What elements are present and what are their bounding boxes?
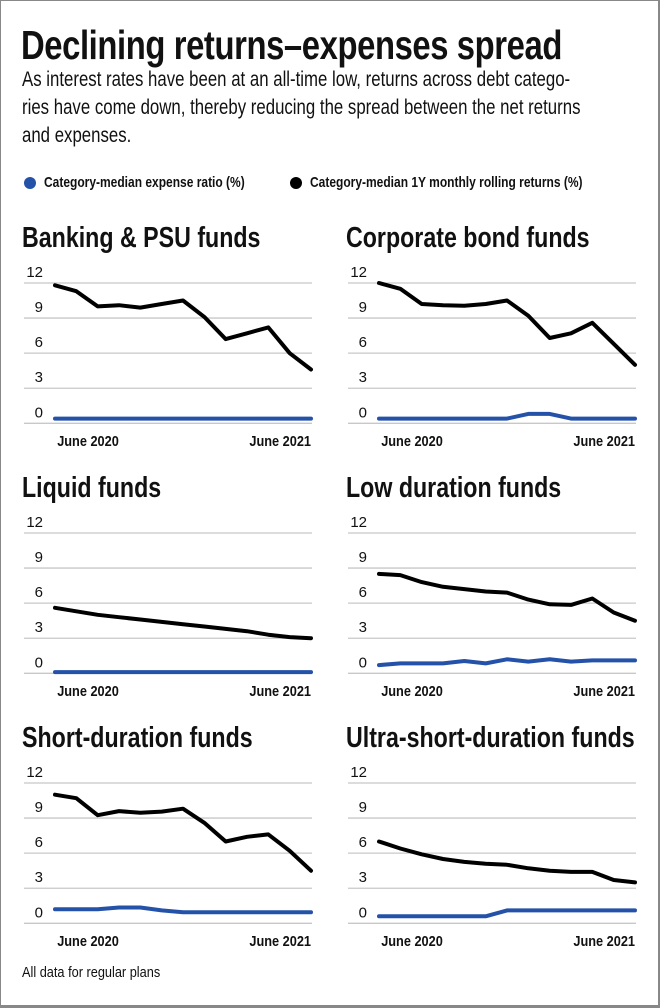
chart-svg: 0 3 6 9 12 June 2020 June 2021 xyxy=(24,264,313,449)
y-tick-label: 3 xyxy=(359,369,367,386)
y-tick-label: 6 xyxy=(359,334,367,351)
y-tick-label: 0 xyxy=(359,654,367,671)
y-tick-label: 9 xyxy=(359,799,367,816)
chart-corporate-bond: Corporate bond funds 0 3 6 9 12 June 2020 June … xyxy=(324,220,660,460)
chart-svg: 0 3 6 9 12 June 2020 June 2021 xyxy=(348,514,637,699)
y-tick-label: 12 xyxy=(26,764,43,781)
y-tick-label: 3 xyxy=(35,369,43,386)
rolling-returns-line xyxy=(377,571,637,623)
y-tick-label: 0 xyxy=(359,404,367,421)
chart-title-text: Short-duration funds xyxy=(22,722,253,754)
legend-item-expense-ratio: Category-median expense ratio (%) xyxy=(24,174,295,191)
chart-title: Low duration funds xyxy=(346,472,615,505)
y-tick-label: 3 xyxy=(35,619,43,636)
chart-title-text: Liquid funds xyxy=(22,472,162,504)
rolling-returns-line xyxy=(53,283,313,372)
chart-svg: 0 3 6 9 12 June 2020 June 2021 xyxy=(348,264,637,449)
y-tick-label: 9 xyxy=(359,299,367,316)
y-tick-label: 12 xyxy=(26,264,43,281)
legend-label: Category-median 1Y monthly rolling retur… xyxy=(310,174,583,191)
subtitle: As interest rates have been at an all-ti… xyxy=(22,66,660,150)
chart-svg: 0 3 6 9 12 June 2020 June 2021 xyxy=(348,764,637,949)
chart-title-text: Corporate bond funds xyxy=(346,222,590,254)
y-tick-label: 6 xyxy=(35,584,43,601)
y-tick-label: 9 xyxy=(35,799,43,816)
subtitle-line: As interest rates have been at an all-ti… xyxy=(22,68,571,91)
y-tick-label: 3 xyxy=(359,619,367,636)
chart-title: Ultra-short-duration funds xyxy=(346,722,660,755)
chart-short-duration: Short-duration funds 0 3 6 9 12 June 2020 June … xyxy=(0,720,336,960)
y-tick-label: 6 xyxy=(359,834,367,851)
blue-dot-icon xyxy=(24,176,36,189)
footnote-text: All data for regular plans xyxy=(22,964,161,981)
y-tick-label: 0 xyxy=(35,904,43,921)
chart-svg: 0 3 6 9 12 June 2020 June 2021 xyxy=(24,764,313,949)
chart-ultra-short-duration: Ultra-short-duration funds 0 3 6 9 12 June 202… xyxy=(324,720,660,960)
chart-title-text: Ultra-short-duration funds xyxy=(346,722,635,754)
expense-ratio-line xyxy=(377,657,637,668)
x-tick-label: June 2020 xyxy=(57,432,119,449)
y-tick-label: 3 xyxy=(35,869,43,886)
chart-title-text: Low duration funds xyxy=(346,472,562,504)
expense-ratio-line xyxy=(377,411,637,421)
x-tick-label: June 2021 xyxy=(249,432,311,449)
y-tick-label: 9 xyxy=(35,299,43,316)
chart-title: Liquid funds xyxy=(22,472,196,505)
y-tick-label: 0 xyxy=(35,654,43,671)
x-tick-label: June 2020 xyxy=(381,932,443,949)
rolling-returns-line xyxy=(53,792,313,873)
y-tick-label: 6 xyxy=(359,584,367,601)
x-tick-label: June 2021 xyxy=(573,932,635,949)
x-tick-label: June 2021 xyxy=(573,682,635,699)
x-tick-label: June 2021 xyxy=(249,682,311,699)
chart-liquid: Liquid funds 0 3 6 9 12 June 2020 June 2021 xyxy=(0,470,336,710)
legend-label: Category-median expense ratio (%) xyxy=(44,174,245,191)
chart-title-text: Banking & PSU funds xyxy=(22,222,261,254)
expense-ratio-line xyxy=(377,908,637,919)
rolling-returns-line xyxy=(53,605,313,641)
subtitle-line: and expenses. xyxy=(22,124,132,147)
y-tick-label: 9 xyxy=(359,549,367,566)
y-tick-label: 0 xyxy=(359,904,367,921)
footnote: All data for regular plans xyxy=(22,964,185,981)
x-tick-label: June 2021 xyxy=(573,432,635,449)
y-tick-label: 12 xyxy=(350,264,367,281)
x-tick-label: June 2020 xyxy=(57,932,119,949)
x-tick-label: June 2021 xyxy=(249,932,311,949)
legend-item-rolling-returns: Category-median 1Y monthly rolling retur… xyxy=(290,174,651,191)
y-tick-label: 3 xyxy=(359,869,367,886)
expense-ratio-line xyxy=(53,905,313,915)
chart-title: Banking & PSU funds xyxy=(22,222,320,255)
title-text: Declining returns–expenses spread xyxy=(21,22,562,68)
chart-low-duration: Low duration funds 0 3 6 9 12 June 2020 June 20… xyxy=(324,470,660,710)
y-tick-label: 9 xyxy=(35,549,43,566)
chart-banking-psu: Banking & PSU funds 0 3 6 9 12 June 2020 June 2… xyxy=(0,220,336,460)
subtitle-line: ries have come down, thereby reducing th… xyxy=(22,96,581,119)
page-title: Declining returns–expenses spread xyxy=(21,22,660,69)
x-tick-label: June 2020 xyxy=(57,682,119,699)
y-tick-label: 12 xyxy=(350,514,367,531)
x-tick-label: June 2020 xyxy=(381,682,443,699)
rolling-returns-line xyxy=(377,839,637,885)
chart-svg: 0 3 6 9 12 June 2020 June 2021 xyxy=(24,514,313,699)
chart-title: Short-duration funds xyxy=(22,722,310,755)
y-tick-label: 6 xyxy=(35,834,43,851)
chart-title: Corporate bond funds xyxy=(346,222,650,255)
y-tick-label: 6 xyxy=(35,334,43,351)
y-tick-label: 0 xyxy=(35,404,43,421)
y-tick-label: 12 xyxy=(350,764,367,781)
rolling-returns-line xyxy=(377,281,637,367)
black-dot-icon xyxy=(290,176,302,189)
x-tick-label: June 2020 xyxy=(381,432,443,449)
y-tick-label: 12 xyxy=(26,514,43,531)
